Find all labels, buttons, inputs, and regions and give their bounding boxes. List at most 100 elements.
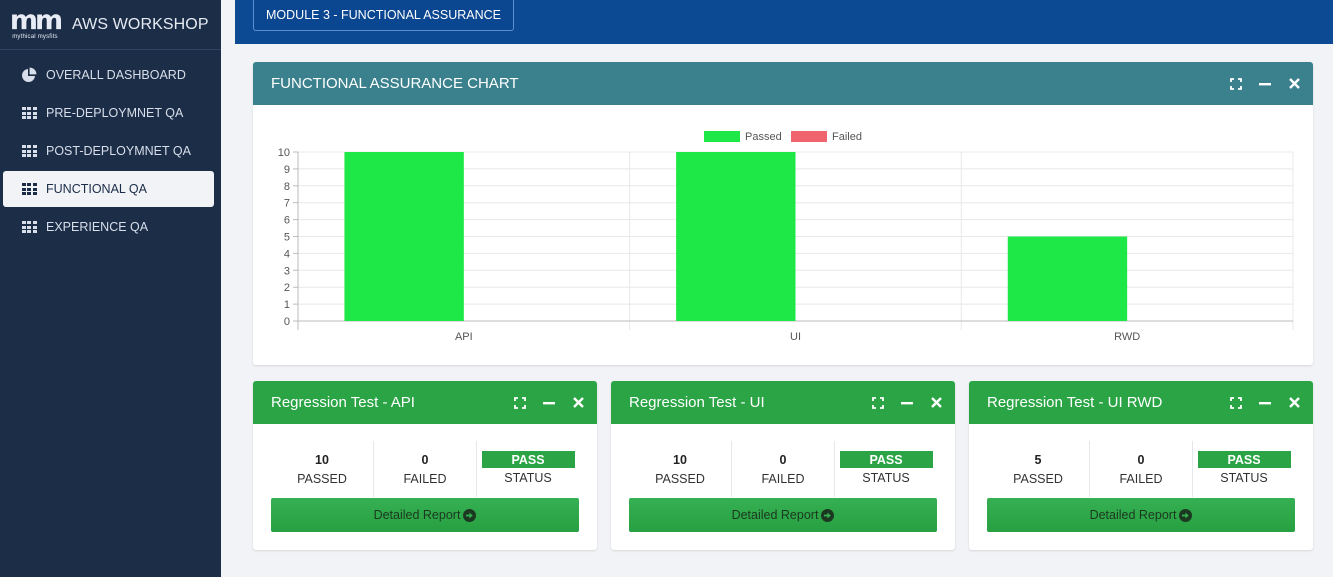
y-tick-label: 10	[278, 147, 290, 159]
sidebar-item-label: EXPERIENCE QA	[46, 220, 149, 234]
minimize-icon[interactable]	[1258, 396, 1272, 410]
pie-chart-icon	[20, 67, 38, 83]
y-tick-label: 8	[284, 181, 290, 193]
grid-icon	[20, 181, 38, 197]
stats-row: 5 PASSED 0 FAILED PASS STATUS	[987, 441, 1295, 497]
sidebar-item-functional-qa[interactable]: FUNCTIONAL QA	[3, 171, 214, 207]
bar-passed	[1007, 236, 1128, 321]
y-tick-label: 4	[284, 248, 290, 260]
bar-passed	[676, 152, 796, 321]
minimize-icon[interactable]	[900, 396, 914, 410]
expand-icon[interactable]	[1229, 396, 1243, 410]
panel-title: FUNCTIONAL ASSURANCE CHART	[271, 75, 519, 92]
sidebar-item-label: OVERALL DASHBOARD	[46, 68, 186, 82]
passed-count: 5	[1034, 453, 1042, 467]
passed-label: PASSED	[1013, 472, 1063, 486]
failed-label: FAILED	[761, 472, 805, 486]
logo-mark: mm	[9, 5, 63, 36]
sidebar-item-label: PRE-DEPLOYMNET QA	[46, 106, 184, 120]
failed-count: 0	[1137, 453, 1145, 467]
close-icon[interactable]	[929, 396, 943, 410]
expand-icon[interactable]	[871, 396, 885, 410]
grid-icon	[20, 143, 38, 159]
passed-stat: 10 PASSED	[271, 441, 373, 497]
x-tick-label: UI	[790, 331, 801, 343]
failed-stat: 0 FAILED	[731, 441, 834, 497]
sidebar-item-overall-dashboard[interactable]: OVERALL DASHBOARD	[3, 57, 214, 93]
arrow-circle-right-icon	[821, 508, 835, 522]
brand[interactable]: mm mythical mysfits AWS WORKSHOP	[0, 0, 221, 50]
failed-label: FAILED	[1119, 472, 1163, 486]
stats-row: 10 PASSED 0 FAILED PASS STATUS	[629, 441, 937, 497]
app-title: AWS WORKSHOP	[72, 15, 209, 33]
sidebar-item-label: POST-DEPLOYMNET QA	[46, 144, 191, 158]
panel-tools	[856, 381, 943, 424]
module-button[interactable]: MODULE 3 - FUNCTIONAL ASSURANCE	[253, 0, 514, 31]
sidebar-item-label: FUNCTIONAL QA	[46, 182, 147, 196]
status-badge: PASS	[1197, 451, 1291, 468]
legend-label: Failed	[832, 131, 862, 143]
legend-label: Passed	[745, 131, 782, 143]
panel-title: Regression Test - UI	[629, 394, 765, 411]
status-label: STATUS	[862, 471, 910, 485]
regression-panel-header: Regression Test - API	[253, 381, 597, 424]
close-icon[interactable]	[1287, 77, 1301, 91]
sidebar-nav: OVERALL DASHBOARD PRE-DEPLOYMNET QA POST…	[0, 50, 221, 245]
failed-stat: 0 FAILED	[1089, 441, 1192, 497]
grid-icon	[20, 219, 38, 235]
panel-tools	[1214, 62, 1301, 105]
failed-count: 0	[421, 453, 429, 467]
minimize-icon[interactable]	[1258, 77, 1272, 91]
passed-count: 10	[315, 453, 329, 467]
report-button-label: Detailed Report	[1089, 508, 1177, 522]
passed-label: PASSED	[655, 472, 705, 486]
sidebar: mm mythical mysfits AWS WORKSHOP OVERALL…	[0, 0, 221, 577]
status-stat: PASS STATUS	[834, 441, 937, 497]
detailed-report-button[interactable]: Detailed Report	[629, 498, 937, 532]
passed-stat: 5 PASSED	[987, 441, 1089, 497]
top-bar: MODULE 3 - FUNCTIONAL ASSURANCE	[235, 0, 1333, 44]
y-tick-label: 9	[284, 164, 290, 176]
report-button-label: Detailed Report	[373, 508, 461, 522]
chart-panel: FUNCTIONAL ASSURANCE CHART 0 1 2 3 4 5 6 7 8 9 10 A…	[253, 62, 1313, 365]
regression-panel-header: Regression Test - UI	[611, 381, 955, 424]
legend-swatch	[704, 131, 740, 142]
arrow-circle-right-icon	[463, 508, 477, 522]
detailed-report-button[interactable]: Detailed Report	[271, 498, 579, 532]
arrow-circle-right-icon	[1179, 508, 1193, 522]
sidebar-item-experience-qa[interactable]: EXPERIENCE QA	[3, 209, 214, 245]
stats-row: 10 PASSED 0 FAILED PASS STATUS	[271, 441, 579, 497]
close-icon[interactable]	[1287, 396, 1301, 410]
sidebar-item-pre-deployment-qa[interactable]: PRE-DEPLOYMNET QA	[3, 95, 214, 131]
status-badge: PASS	[839, 451, 933, 468]
failed-stat: 0 FAILED	[373, 441, 476, 497]
status-label: STATUS	[504, 471, 552, 485]
expand-icon[interactable]	[513, 396, 527, 410]
x-tick-label: RWD	[1114, 331, 1140, 343]
panel-title: Regression Test - API	[271, 394, 415, 411]
status-stat: PASS STATUS	[1192, 441, 1295, 497]
y-tick-label: 3	[284, 265, 290, 277]
y-tick-label: 6	[284, 215, 290, 227]
panel-tools	[498, 381, 585, 424]
close-icon[interactable]	[571, 396, 585, 410]
regression-panel-header: Regression Test - UI RWD	[969, 381, 1313, 424]
status-badge: PASS	[481, 451, 575, 468]
y-tick-label: 7	[284, 198, 290, 210]
minimize-icon[interactable]	[542, 396, 556, 410]
report-button-label: Detailed Report	[731, 508, 819, 522]
detailed-report-button[interactable]: Detailed Report	[987, 498, 1295, 532]
sidebar-item-post-deployment-qa[interactable]: POST-DEPLOYMNET QA	[3, 133, 214, 169]
y-tick-label: 2	[284, 282, 290, 294]
expand-icon[interactable]	[1229, 77, 1243, 91]
y-tick-label: 1	[284, 299, 290, 311]
regression-panel-ui-rwd: Regression Test - UI RWD 5 PASSED 0 FAIL…	[969, 381, 1313, 550]
panel-tools	[1214, 381, 1301, 424]
regression-panel-api: Regression Test - API 10 PASSED 0 FAILED…	[253, 381, 597, 550]
status-stat: PASS STATUS	[476, 441, 579, 497]
failed-label: FAILED	[403, 472, 447, 486]
legend-swatch	[791, 131, 827, 142]
chart-panel-header: FUNCTIONAL ASSURANCE CHART	[253, 62, 1313, 105]
grid-icon	[20, 105, 38, 121]
logo: mm mythical mysfits	[4, 5, 66, 45]
